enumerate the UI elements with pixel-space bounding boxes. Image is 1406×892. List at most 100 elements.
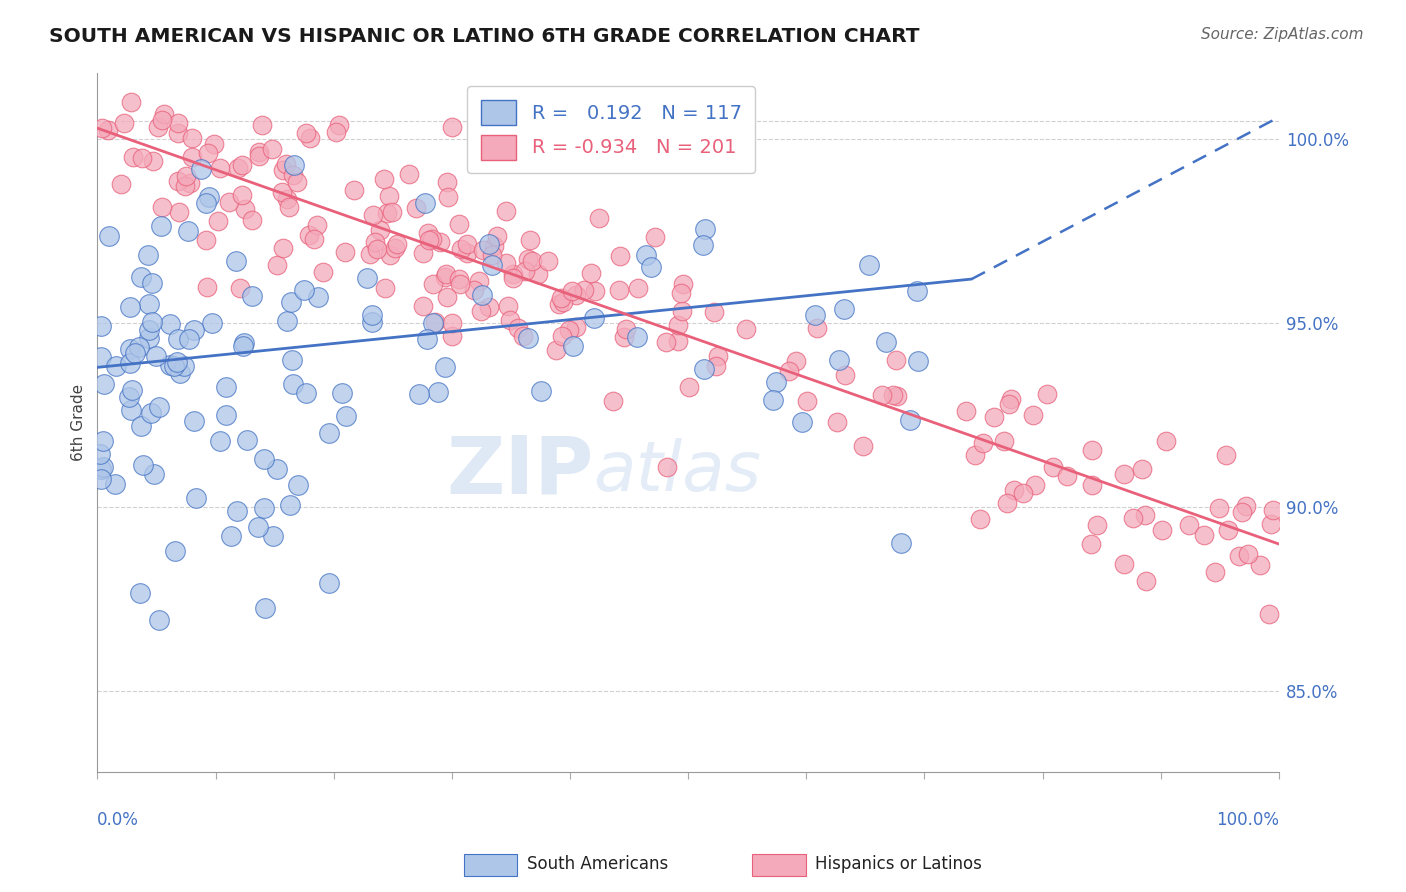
Point [368,223,391,237]
Point [551,295,574,310]
Point [1022,408,1045,422]
Point [969,512,991,526]
Point [138,331,160,345]
Point [692,362,714,376]
Point [330,386,353,401]
Point [1036,387,1059,401]
Point [247,520,270,534]
Point [416,226,439,240]
Point [141,315,163,329]
Point [152,113,174,128]
Point [1081,478,1104,492]
Point [215,380,238,394]
Point [378,189,401,203]
Point [181,131,204,145]
Point [233,202,256,216]
Point [120,403,142,417]
Point [335,244,357,259]
Point [429,235,451,250]
Point [506,120,529,134]
Point [517,331,540,345]
Point [905,285,928,299]
Point [121,384,143,398]
Point [242,213,264,227]
Point [471,287,494,301]
Point [666,318,689,333]
Point [1024,477,1046,491]
Point [231,187,253,202]
Point [519,233,541,247]
Point [1000,392,1022,406]
Point [1257,607,1279,622]
Point [1133,508,1156,523]
Text: SOUTH AMERICAN VS HISPANIC OR LATINO 6TH GRADE CORRELATION CHART: SOUTH AMERICAN VS HISPANIC OR LATINO 6TH… [49,27,920,45]
Point [271,163,294,178]
Point [499,313,522,327]
Point [215,409,238,423]
Point [422,277,444,291]
Point [378,248,401,262]
Point [124,345,146,359]
Point [93,460,115,475]
Point [145,349,167,363]
Point [129,269,152,284]
Point [496,299,519,313]
Point [148,613,170,627]
Point [209,434,232,449]
Point [179,177,201,191]
Point [695,222,717,236]
Point [89,447,111,461]
Point [305,218,328,232]
Point [374,280,396,294]
Point [132,458,155,472]
Point [550,291,572,305]
Point [218,194,240,209]
Point [434,269,457,284]
Point [225,254,247,268]
Point [420,232,443,246]
Point [240,289,263,303]
Point [1080,537,1102,551]
Point [1135,574,1157,589]
Point [583,285,606,299]
Point [405,202,427,216]
Point [232,339,254,353]
Point [138,323,160,337]
Point [434,359,457,374]
Point [167,116,190,130]
Point [253,501,276,516]
Point [828,352,851,367]
Point [785,354,807,368]
Point [468,274,491,288]
Point [884,353,907,368]
Point [159,358,181,372]
Point [166,127,188,141]
Point [1056,469,1078,483]
Point [522,254,544,268]
Point [692,238,714,252]
Point [138,296,160,310]
Point [574,283,596,297]
Point [703,304,725,318]
Point [852,439,875,453]
Point [120,95,142,110]
Point [825,415,848,429]
Point [105,359,128,373]
Point [485,228,508,243]
Point [280,294,302,309]
Point [790,415,813,429]
Point [201,317,224,331]
Legend: R =   0.192   N = 117, R = -0.934   N = 201: R = 0.192 N = 117, R = -0.934 N = 201 [467,87,755,173]
Point [449,277,471,292]
Point [166,173,188,187]
Point [91,120,114,135]
Point [276,192,298,206]
Point [287,478,309,492]
Point [1204,565,1226,579]
Point [413,196,436,211]
Point [292,284,315,298]
Point [544,343,567,358]
Point [173,359,195,373]
Point [195,233,218,247]
Point [437,189,460,203]
